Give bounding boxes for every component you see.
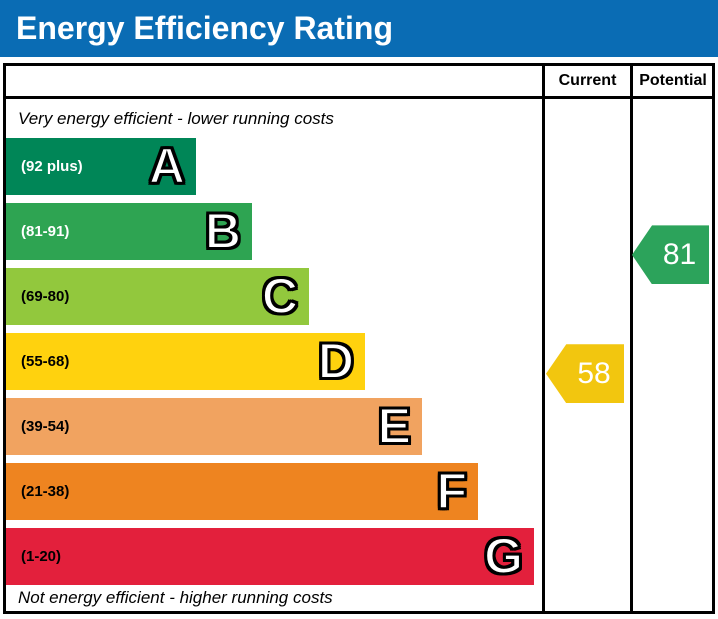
band-letter: G <box>483 527 524 584</box>
band-range-label: (1-20) <box>21 548 62 565</box>
current-rating-marker: 58 <box>546 344 624 404</box>
band-d: (55-68) D <box>6 333 365 390</box>
band-letter: D <box>317 332 355 389</box>
bottom-caption: Not energy efficient - higher running co… <box>18 588 333 607</box>
band-letter: A <box>148 137 186 194</box>
header-underline <box>3 96 715 99</box>
band-range-label: (92 plus) <box>21 158 83 175</box>
band-g: (1-20) G <box>6 528 534 585</box>
band-range-label: (39-54) <box>21 418 70 435</box>
band-f: (21-38) F <box>6 463 478 520</box>
band-letter: C <box>261 267 299 324</box>
band-range-label: (69-80) <box>21 288 70 305</box>
band-letter: F <box>435 462 468 519</box>
band-letter: E <box>377 397 412 454</box>
top-caption: Very energy efficient - lower running co… <box>18 109 334 128</box>
current-column-header: Current <box>558 72 617 89</box>
band-letter: B <box>204 202 242 259</box>
rating-table-frame <box>3 63 715 614</box>
band-e: (39-54) E <box>6 398 422 455</box>
band-a: (92 plus) A <box>6 138 196 195</box>
current-rating-value: 58 <box>577 357 611 391</box>
band-c: (69-80) C <box>6 268 309 325</box>
page-title: Energy Efficiency Rating <box>16 10 393 46</box>
band-range-label: (21-38) <box>21 483 70 500</box>
potential-column-header: Potential <box>639 72 707 89</box>
title-bar: Energy Efficiency Rating <box>0 0 718 57</box>
band-b: (81-91) B <box>6 203 252 260</box>
band-range-label: (55-68) <box>21 353 70 370</box>
potential-rating-value: 81 <box>662 238 697 272</box>
potential-column-divider <box>630 63 633 614</box>
band-range-label: (81-91) <box>21 223 70 240</box>
current-column-divider <box>542 63 545 614</box>
